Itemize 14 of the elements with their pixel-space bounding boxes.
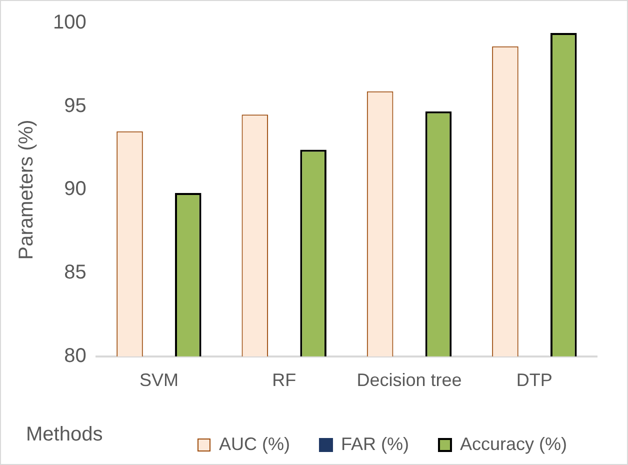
legend-label: FAR (%) [340,434,409,454]
legend-label: AUC (%) [218,434,290,454]
x-tick-label: RF [272,370,296,390]
legend-label: Accuracy (%) [460,434,567,454]
x-axis-title: Methods [26,424,103,446]
y-axis-title: Parameters (%) [16,120,38,260]
y-tick-label: 95 [64,94,86,117]
x-tick-label: DTP [516,370,552,390]
y-tick-label: 80 [64,344,86,367]
y-tick-label: 90 [64,178,86,200]
x-tick-label: Decision tree [356,370,462,390]
y-tick-label: 100 [52,12,86,34]
y-tick-label: 85 [64,262,86,284]
x-tick-label: SVM [139,370,178,390]
